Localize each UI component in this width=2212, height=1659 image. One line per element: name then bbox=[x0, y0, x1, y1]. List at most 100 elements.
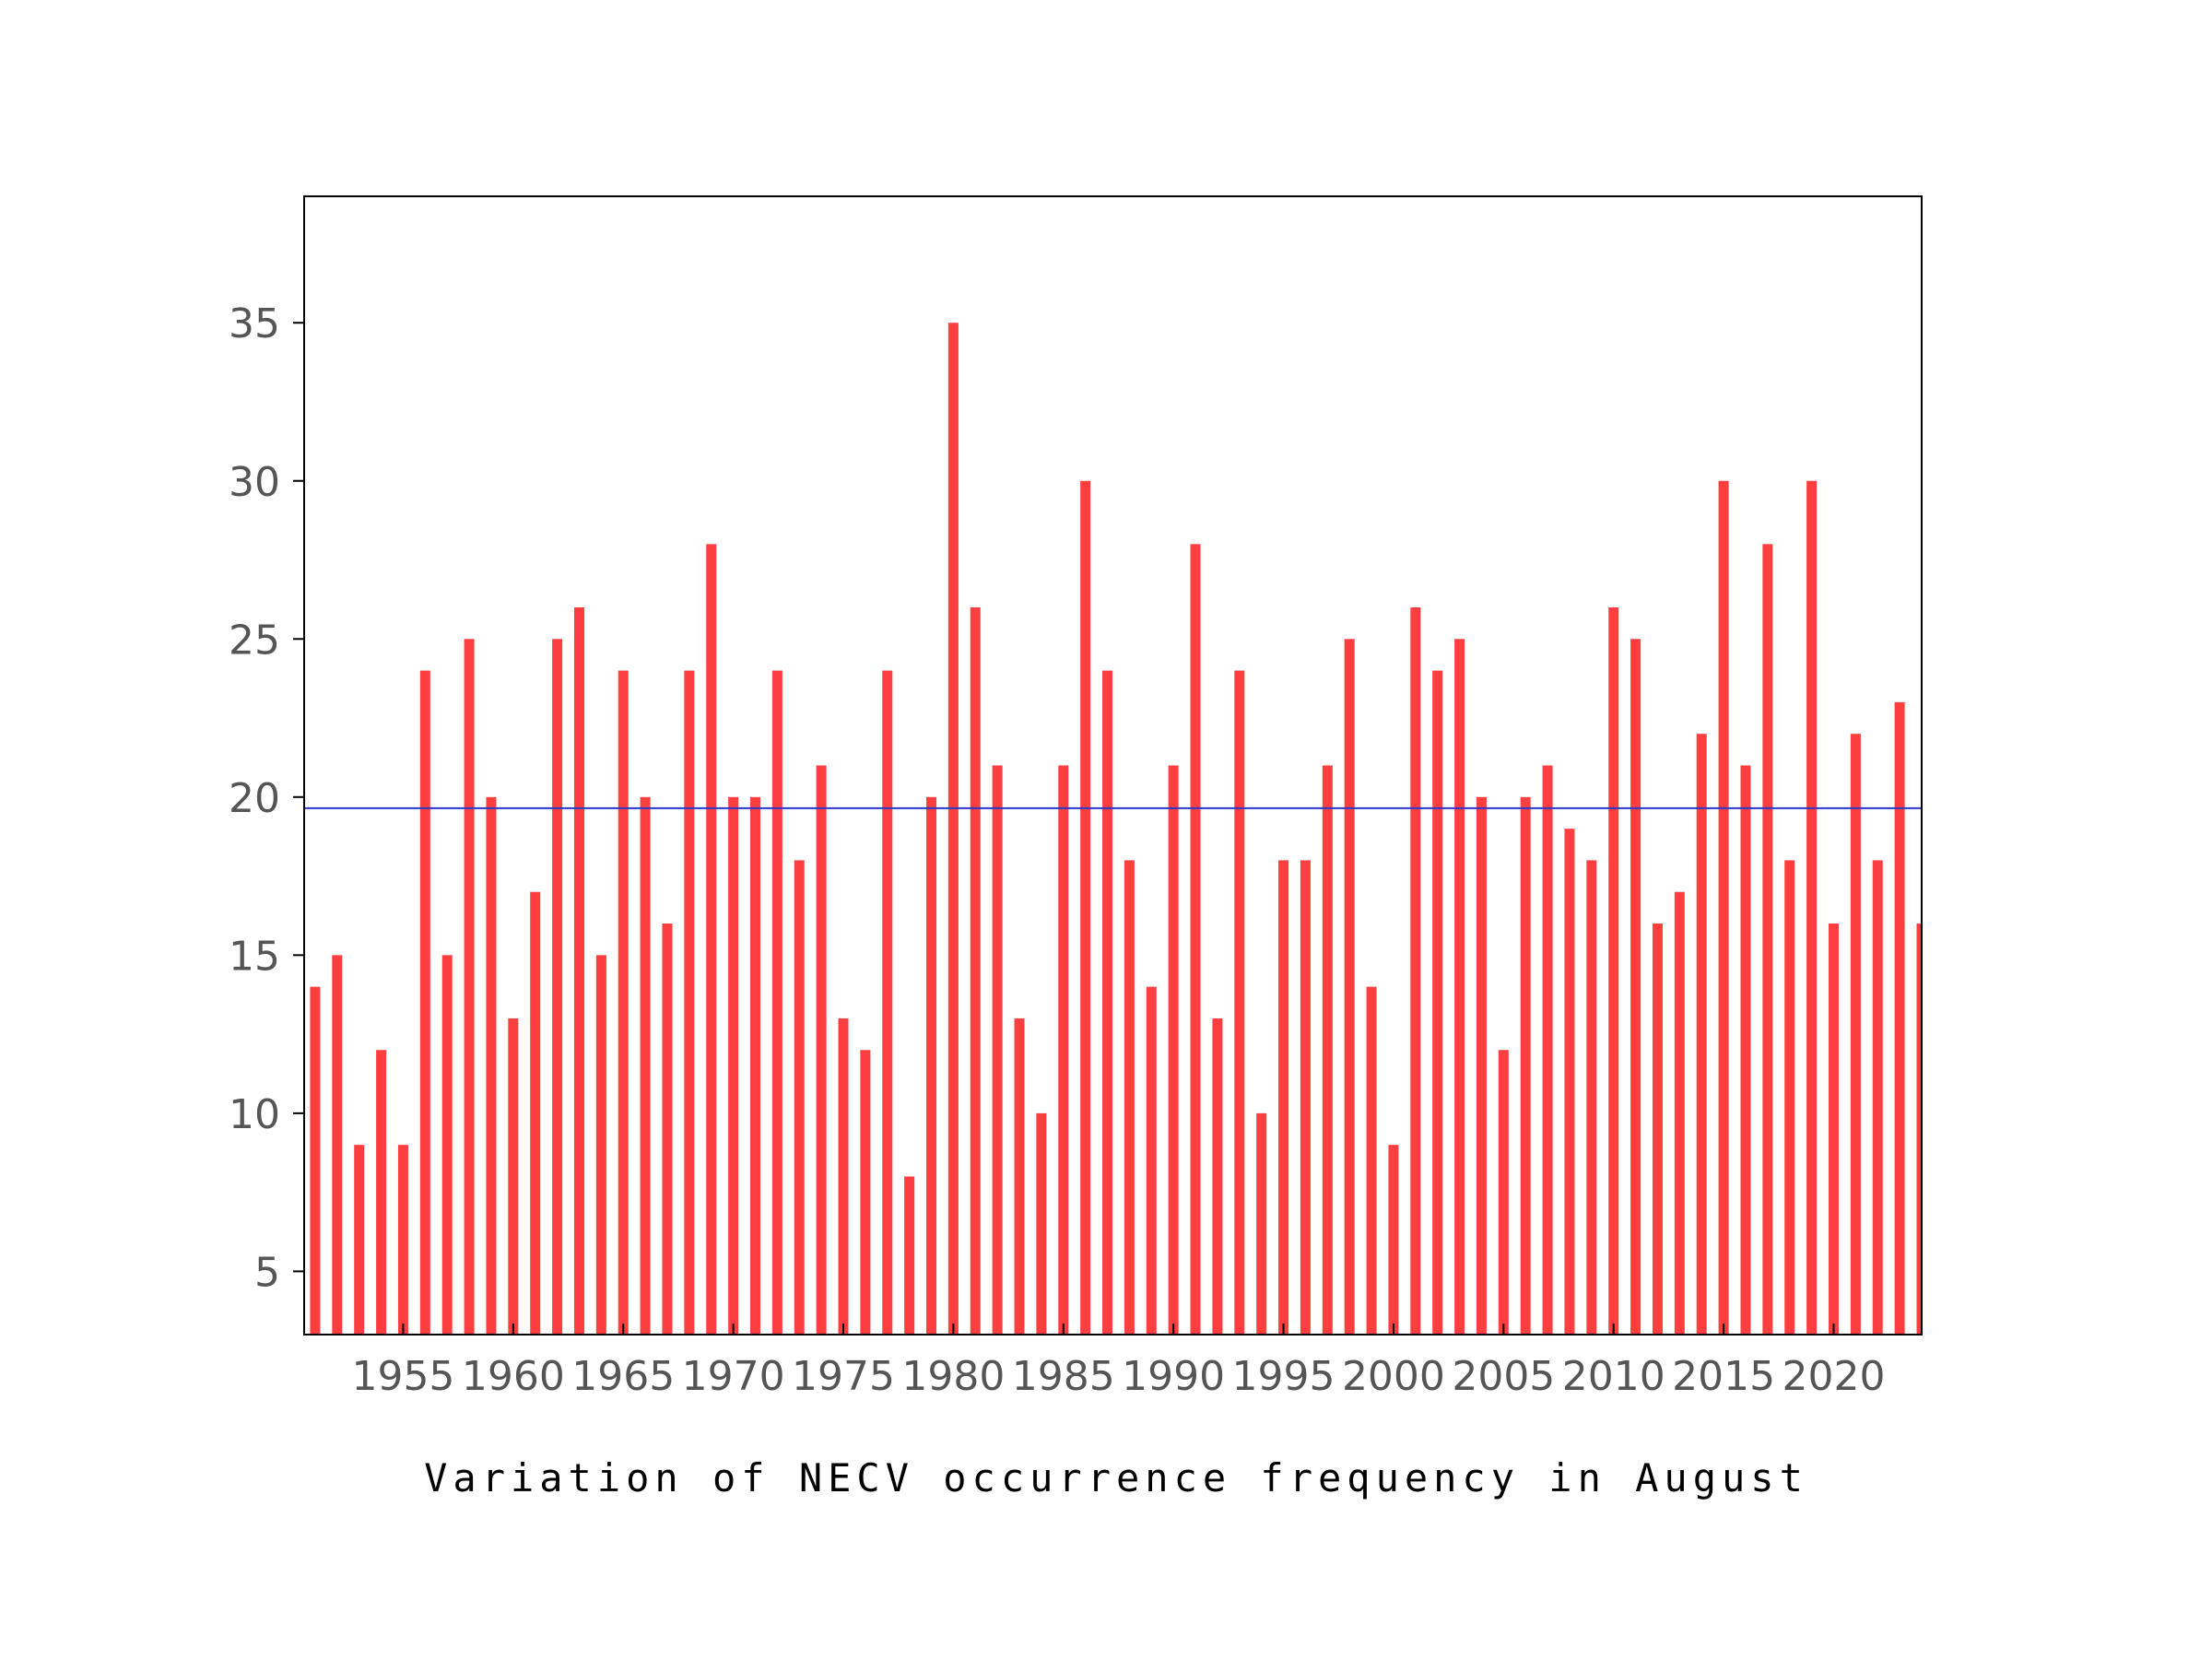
x-tick-label: 1985 bbox=[1012, 1353, 1115, 1400]
bar-1994 bbox=[1256, 1112, 1267, 1335]
x-tick-label: 1965 bbox=[571, 1353, 675, 1400]
bar-1990 bbox=[1168, 765, 1179, 1335]
y-tick-label: 10 bbox=[229, 1091, 280, 1138]
bar-1956 bbox=[419, 670, 430, 1335]
bar-2003 bbox=[1454, 639, 1465, 1335]
x-tick-label: 1960 bbox=[462, 1353, 565, 1400]
bar-1982 bbox=[992, 765, 1003, 1335]
bar-1968 bbox=[684, 670, 695, 1335]
bar-1964 bbox=[595, 955, 606, 1335]
bar-1975 bbox=[838, 1018, 849, 1335]
y-tick-label: 5 bbox=[254, 1249, 280, 1296]
y-tick-label: 35 bbox=[229, 300, 280, 347]
bar-1965 bbox=[618, 670, 629, 1335]
bar-1989 bbox=[1146, 986, 1157, 1335]
bar-2014 bbox=[1696, 734, 1707, 1335]
bar-1970 bbox=[728, 796, 739, 1335]
bar-1960 bbox=[508, 1018, 519, 1335]
y-tick-label: 25 bbox=[229, 617, 280, 664]
bar-2008 bbox=[1564, 829, 1575, 1335]
bar-2022 bbox=[1872, 860, 1883, 1335]
bar-2009 bbox=[1586, 860, 1597, 1335]
bar-1991 bbox=[1190, 544, 1201, 1335]
bar-1987 bbox=[1102, 670, 1113, 1335]
bar-1961 bbox=[530, 891, 541, 1335]
y-tick-label: 30 bbox=[229, 459, 280, 506]
bar-1992 bbox=[1212, 1018, 1223, 1335]
bar-1958 bbox=[464, 639, 475, 1335]
x-axis-label: Variation of NECV occurrence frequency i… bbox=[424, 1455, 1808, 1500]
bar-1972 bbox=[771, 670, 782, 1335]
bar-1976 bbox=[860, 1050, 871, 1335]
x-tick-label: 1955 bbox=[351, 1353, 454, 1400]
bar-2004 bbox=[1476, 796, 1487, 1335]
bar-2010 bbox=[1608, 606, 1619, 1335]
bar-1985 bbox=[1058, 765, 1069, 1335]
bar-1957 bbox=[441, 955, 453, 1335]
bar-1981 bbox=[970, 606, 981, 1335]
bar-1997 bbox=[1322, 765, 1333, 1335]
bar-1999 bbox=[1366, 986, 1377, 1335]
bar-1969 bbox=[706, 544, 717, 1335]
bar-2016 bbox=[1740, 765, 1751, 1335]
bar-2020 bbox=[1828, 924, 1839, 1335]
bar-1995 bbox=[1278, 860, 1289, 1335]
bar-2023 bbox=[1894, 701, 1905, 1335]
x-tick-label: 1995 bbox=[1232, 1353, 1335, 1400]
bars-layer bbox=[310, 323, 1922, 1335]
bar-2019 bbox=[1806, 480, 1818, 1335]
x-tick-label: 1975 bbox=[792, 1353, 895, 1400]
plot-frame bbox=[303, 195, 1923, 1335]
bar-2001 bbox=[1410, 606, 1421, 1335]
bar-2000 bbox=[1388, 1145, 1399, 1335]
bar-1993 bbox=[1234, 670, 1245, 1335]
bar-1966 bbox=[640, 796, 651, 1335]
x-tick-label: 1980 bbox=[901, 1353, 1005, 1400]
bar-2002 bbox=[1432, 670, 1443, 1335]
y-tick-label: 20 bbox=[229, 775, 280, 822]
bar-1988 bbox=[1124, 860, 1135, 1335]
bar-1953 bbox=[354, 1145, 365, 1335]
bar-2017 bbox=[1762, 544, 1773, 1335]
x-tick-label: 2010 bbox=[1562, 1353, 1665, 1400]
bar-1973 bbox=[794, 860, 805, 1335]
x-axis: 1955 1960 1965 1970 1975 1980 1985 1990 1995 2000… bbox=[351, 1324, 1885, 1400]
bar-2012 bbox=[1652, 924, 1663, 1335]
y-axis: 5 10 15 20 25 30 35 bbox=[229, 300, 304, 1296]
bar-1952 bbox=[332, 955, 343, 1335]
bar-2015 bbox=[1718, 480, 1729, 1335]
bar-1980 bbox=[947, 323, 959, 1335]
bar-1998 bbox=[1344, 639, 1355, 1335]
x-tick-label: 2000 bbox=[1342, 1353, 1445, 1400]
bar-2011 bbox=[1630, 639, 1641, 1335]
bar-2005 bbox=[1498, 1050, 1509, 1335]
bar-2021 bbox=[1850, 734, 1861, 1335]
bar-1978 bbox=[904, 1176, 915, 1335]
bar-1977 bbox=[882, 670, 893, 1335]
bar-1963 bbox=[573, 606, 584, 1335]
bar-1986 bbox=[1080, 480, 1091, 1335]
bar-1983 bbox=[1014, 1018, 1025, 1335]
bar-1974 bbox=[816, 765, 827, 1335]
x-tick-label: 1970 bbox=[682, 1353, 785, 1400]
x-tick-label: 2020 bbox=[1782, 1353, 1885, 1400]
bar-2024 bbox=[1916, 924, 1922, 1335]
bar-1959 bbox=[486, 796, 497, 1335]
y-tick-label: 15 bbox=[229, 933, 280, 980]
bar-2018 bbox=[1784, 860, 1795, 1335]
x-tick-label: 1990 bbox=[1122, 1353, 1225, 1400]
bar-1962 bbox=[552, 639, 563, 1335]
bar-2013 bbox=[1674, 891, 1685, 1335]
bar-1967 bbox=[662, 924, 673, 1335]
bar-1951 bbox=[310, 986, 321, 1335]
bar-1996 bbox=[1300, 860, 1311, 1335]
bar-1979 bbox=[926, 796, 937, 1335]
bar-2006 bbox=[1520, 796, 1531, 1335]
bar-1954 bbox=[376, 1050, 387, 1335]
bar-1955 bbox=[397, 1145, 408, 1335]
bar-1984 bbox=[1036, 1112, 1047, 1335]
bar-2007 bbox=[1542, 765, 1553, 1335]
bar-1971 bbox=[749, 796, 760, 1335]
x-tick-label: 2015 bbox=[1672, 1353, 1775, 1400]
